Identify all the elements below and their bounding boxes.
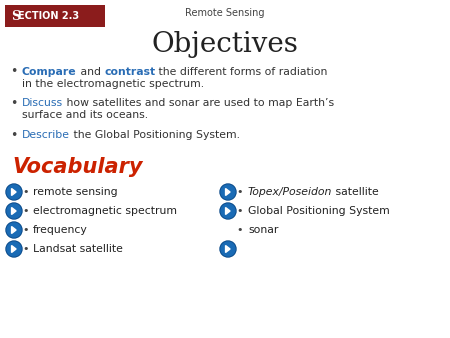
Circle shape	[7, 185, 21, 199]
Text: the different forms of radiation: the different forms of radiation	[155, 67, 328, 77]
Text: •: •	[10, 128, 18, 142]
Text: Remote Sensing: Remote Sensing	[185, 8, 265, 18]
Circle shape	[221, 185, 235, 199]
Circle shape	[7, 223, 21, 237]
Circle shape	[7, 204, 21, 218]
Circle shape	[6, 241, 22, 257]
Text: and: and	[76, 67, 104, 77]
Text: Topex/Poseidon: Topex/Poseidon	[248, 187, 333, 197]
Text: Compare: Compare	[22, 67, 76, 77]
Text: Objectives: Objectives	[152, 31, 298, 58]
Text: •: •	[23, 206, 29, 216]
Polygon shape	[225, 208, 230, 215]
Text: surface and its oceans.: surface and its oceans.	[22, 110, 148, 120]
Text: •: •	[237, 225, 243, 235]
Polygon shape	[225, 245, 230, 252]
Text: contrast: contrast	[104, 67, 155, 77]
Text: the Global Positioning System.: the Global Positioning System.	[70, 130, 240, 140]
Text: •: •	[10, 66, 18, 78]
Text: ECTION 2.3: ECTION 2.3	[18, 11, 79, 21]
Polygon shape	[12, 245, 16, 252]
Polygon shape	[12, 189, 16, 195]
Circle shape	[6, 222, 22, 238]
Text: •: •	[23, 244, 29, 254]
Text: Global Positioning System: Global Positioning System	[248, 206, 390, 216]
Circle shape	[221, 204, 235, 218]
Text: Vocabulary: Vocabulary	[12, 157, 143, 177]
Text: Describe: Describe	[22, 130, 70, 140]
Circle shape	[7, 242, 21, 256]
Polygon shape	[12, 226, 16, 234]
Text: sonar: sonar	[248, 225, 279, 235]
Circle shape	[220, 184, 236, 200]
Text: frequency: frequency	[33, 225, 88, 235]
Text: Discuss: Discuss	[22, 98, 63, 108]
Text: satellite: satellite	[333, 187, 379, 197]
Circle shape	[6, 184, 22, 200]
Circle shape	[6, 203, 22, 219]
Text: •: •	[23, 187, 29, 197]
Text: S: S	[11, 9, 20, 23]
Circle shape	[220, 203, 236, 219]
Text: •: •	[23, 225, 29, 235]
Polygon shape	[225, 189, 230, 195]
Text: remote sensing: remote sensing	[33, 187, 117, 197]
FancyBboxPatch shape	[5, 5, 105, 27]
Text: electromagnetic spectrum: electromagnetic spectrum	[33, 206, 177, 216]
Text: how satellites and sonar are used to map Earth’s: how satellites and sonar are used to map…	[63, 98, 334, 108]
Circle shape	[220, 241, 236, 257]
Text: •: •	[237, 206, 243, 216]
Text: •: •	[10, 97, 18, 110]
Text: in the electromagnetic spectrum.: in the electromagnetic spectrum.	[22, 79, 204, 89]
Circle shape	[221, 242, 235, 256]
Text: •: •	[237, 187, 243, 197]
Polygon shape	[12, 208, 16, 215]
Text: Landsat satellite: Landsat satellite	[33, 244, 123, 254]
